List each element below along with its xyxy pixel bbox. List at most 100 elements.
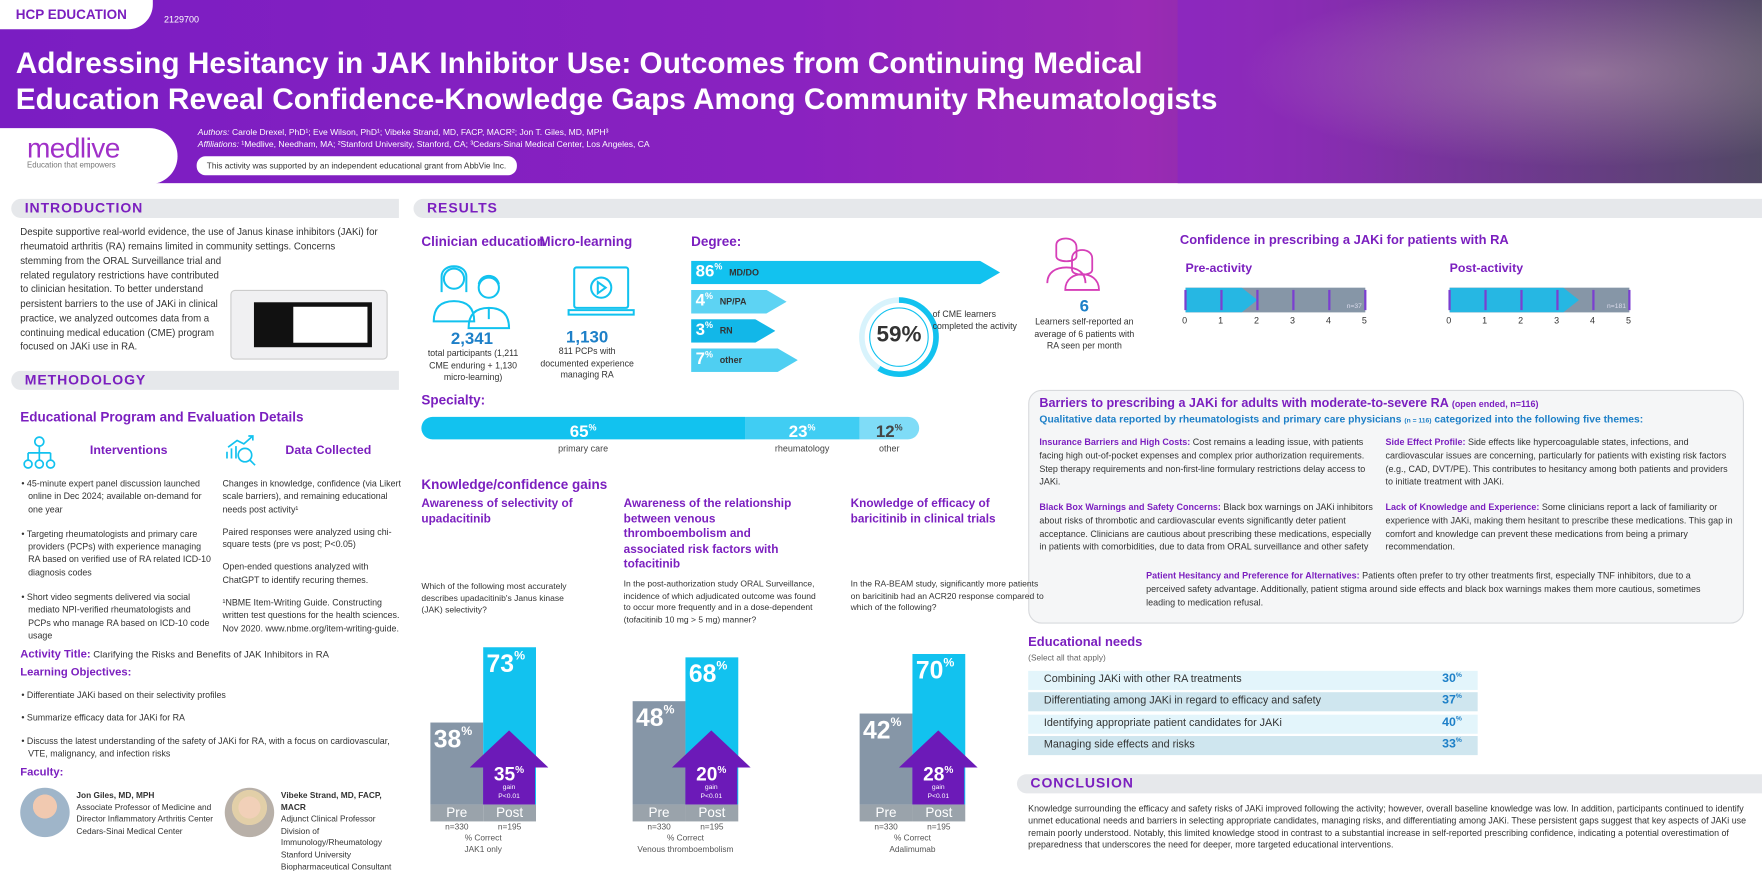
introduction-heading: INTRODUCTION [11,198,399,218]
barrier-head: Lack of Knowledge and Experience: [1385,502,1540,513]
barrier-head: Side Effect Profile: [1385,437,1466,448]
gain-label: gain [931,783,945,791]
need-percent: 33% [1442,737,1462,751]
scale-tick [1184,289,1187,311]
axis-label: 0 [1182,315,1188,326]
category-label: Pre [632,804,686,822]
degree-bar: 86% MD/DO [691,261,1000,285]
n-label: n=181 [1607,303,1626,311]
specialty-label: primary care [558,443,609,454]
percent-sign: % [714,261,723,272]
data-collected-list: Changes in knowledge, confidence (via Li… [222,478,404,648]
category-label: Post [483,804,537,822]
data-item: Changes in knowledge, confidence (via Li… [222,478,401,515]
clinicians-icon [432,265,511,330]
need-percent: 37% [1442,693,1462,708]
gain-value: 28% [923,763,954,786]
ylabel: % Correct [893,832,931,843]
specialty-label: Specialty: [421,392,486,408]
faculty-photo-strand [224,787,275,838]
gain-label: gain [502,783,516,791]
need-percent: 30% [1442,671,1462,686]
n-label: n=195 [497,821,522,832]
hcp-education-tag: HCP EDUCATION [0,0,153,30]
barriers-title-text: Barriers to prescribing a JAKi for adult… [1039,396,1449,411]
axis-label: 0 [1446,315,1452,326]
pre-bar: 48% [632,700,686,805]
need-label: Managing side effects and risks [1043,738,1195,751]
ylabel: % Correct [666,832,704,843]
subtitle-text: Qualitative data reported by rheumatolog… [1039,413,1402,425]
scale-tick [1520,289,1523,311]
degree-value: 86% [695,261,723,281]
percent-sign: % [1455,715,1462,723]
chart-title: Knowledge of efficacy of baricitinib in … [850,496,996,526]
needs-note: (Select all that apply) [1028,652,1106,663]
faculty-name: Vibeke Strand, MD, FACP, MACR [280,789,382,812]
bar-value: 42% [863,716,902,745]
barrier-patient-hesitancy: Patient Hesitancy and Preference for Alt… [1146,570,1730,610]
activity-label: Activity Title: [20,648,91,661]
micro-desc: 811 PCPs with documented experience mana… [540,346,634,381]
need-label: Identifying appropriate patient candidat… [1043,716,1282,729]
percent-sign: % [890,716,902,730]
barrier-head: Insurance Barriers and High Costs: [1039,437,1191,448]
need-percent: 40% [1442,715,1462,729]
activity-title: Activity Title: Clarifying the Risks and… [20,648,329,660]
bar-value: 70% [915,655,955,684]
barriers-note: (open ended, n=116) [1451,398,1539,410]
percent-sign: % [704,349,713,360]
objective-item: • Discuss the latest understanding of th… [21,735,390,759]
objectives-label: Learning Objectives: [20,666,132,679]
need-label: Differentiating among JAKi in regard to … [1043,694,1321,708]
percent-sign: % [944,764,954,776]
faculty-desc: Associate Professor of Medicine and Dire… [76,801,214,836]
barriers-title: Barriers to prescribing a JAKi for adult… [1039,397,1538,410]
bar-value: 48% [636,703,675,732]
pre-confidence-bar: n=37 [1184,287,1367,313]
barrier-text: Black box warnings on JAKi inhibitors ab… [1039,502,1373,553]
specialty-label: other [879,443,900,454]
n-label: n=330 [874,821,898,832]
confidence-title: Confidence in prescribing a JAKi for pat… [1179,233,1509,248]
barrier-insurance: Insurance Barriers and High Costs: Cost … [1039,436,1376,489]
barrier-side-effects: Side Effect Profile: Side effects like h… [1386,436,1737,489]
n-label: n=330 [445,821,469,832]
axis-label: 2 [1518,315,1524,326]
barrier-text: Side effects like hypercoagulable states… [1385,437,1728,488]
n-label: n=195 [927,821,951,832]
interventions-list: • 45-minute expert panel discussion laun… [20,478,213,655]
scale-tick [1592,289,1595,311]
axis-label: 3 [1290,315,1296,326]
bar-value: 73% [486,649,526,678]
n-label: n=37 [1346,303,1362,311]
objective-item: • Differentiate JAKi based on their sele… [21,689,226,701]
barrier-text: Patients often prefer to try other treat… [1146,570,1701,608]
chart-title: Awareness of the relationship between ve… [623,496,792,571]
clinician-desc: total participants (1,211 CME enduring +… [427,348,519,383]
faculty-name: Jon Giles, MD, MPH [76,789,155,801]
gain-value: 35% [493,763,525,786]
faculty-desc: Adjunct Clinical Professor Division of I… [280,813,392,872]
ylabel: % Correct [464,832,502,843]
laptop-screenshot [230,289,388,360]
specialty-bar: 12% [859,416,920,442]
percent-sign: % [1455,672,1462,680]
xlabel: JAK1 only [464,843,502,855]
completion-donut [859,297,939,378]
faculty-label: Faculty: [20,766,64,779]
need-row: Managing side effects and risks 33% [1028,735,1478,756]
title-line-2: Education Reveal Confidence-Knowledge Ga… [15,82,1218,116]
gain-value: 20% [696,763,727,786]
degree-bar: 7% other [691,348,798,372]
percent-sign: % [943,655,955,670]
degree-label: Degree: [691,233,742,250]
logo-tagline: Education that empowers [26,161,116,170]
degree-bar: 3% RN [691,319,775,343]
axis-label: 4 [1590,315,1596,326]
authors: Carole Drexel, PhD¹; Eve Wilson, PhD¹; V… [231,126,609,138]
pre-activity-label: Pre-activity [1185,261,1253,276]
intro-text-top: Despite supportive real-world evidence, … [20,225,378,252]
scale-tick [1328,289,1331,311]
degree-label: RN [719,325,733,336]
